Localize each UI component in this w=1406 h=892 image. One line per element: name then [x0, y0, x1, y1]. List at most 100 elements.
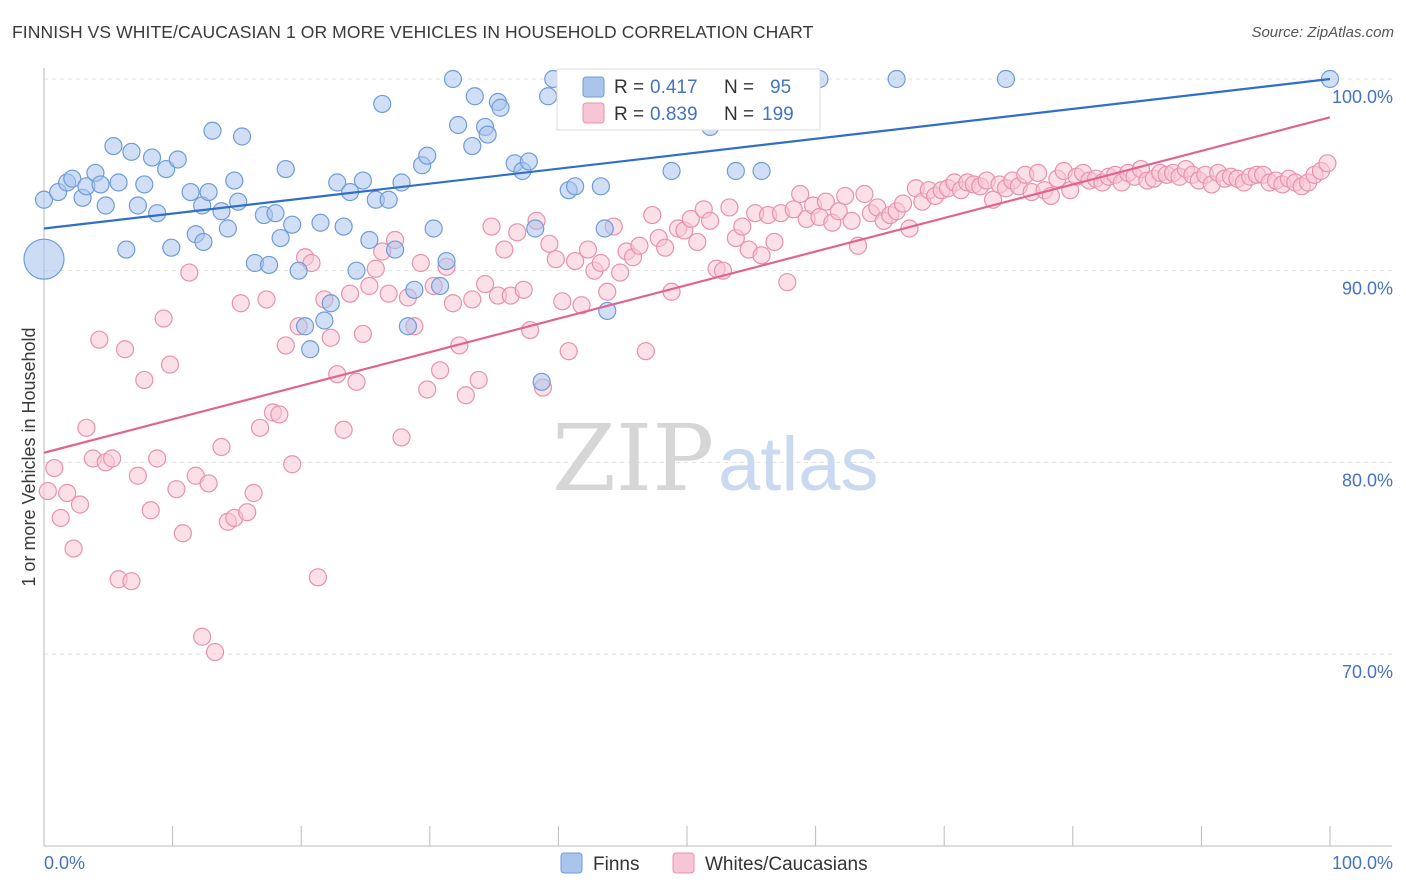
finns-point	[168, 150, 187, 169]
finns-point	[283, 215, 302, 234]
finns-point	[373, 94, 392, 114]
legend-top: R = 0.417 N = 95 R = 0.839 N = 199	[556, 68, 821, 131]
whites-point	[180, 263, 199, 282]
legend-finns-r-label: R =	[614, 77, 644, 98]
whites-point	[611, 263, 630, 282]
whites-point	[360, 276, 379, 296]
y-axis-label: 1 or more Vehicles in Household	[19, 327, 39, 586]
finns-point	[96, 196, 115, 215]
legend-finns-n-value: 95	[770, 77, 791, 98]
whites-point	[115, 340, 135, 359]
whites-point	[340, 284, 360, 303]
whites-point	[469, 370, 488, 390]
finns-point	[430, 276, 450, 296]
legend-finns-swatch	[582, 76, 605, 98]
finns-point	[418, 146, 437, 165]
finns-point	[259, 255, 279, 275]
whites-point	[829, 202, 848, 221]
finns-point	[360, 230, 379, 250]
finns-point	[405, 280, 424, 299]
watermark-atlas: atlas	[718, 422, 879, 507]
finns-point	[315, 311, 334, 330]
whites-point	[58, 483, 77, 503]
whites-point	[566, 251, 585, 271]
whites-point	[90, 330, 109, 349]
whites-point	[250, 418, 270, 437]
watermark-zip: ZIP	[552, 405, 714, 512]
finns-point	[295, 317, 315, 336]
whites-point	[411, 253, 430, 273]
finns-trend-line	[43, 77, 1331, 230]
finns-point	[311, 213, 330, 232]
finns-point	[63, 169, 82, 188]
whites-point	[456, 386, 475, 405]
whites-point	[765, 232, 784, 252]
whites-point	[681, 209, 700, 229]
finns-point	[232, 127, 252, 146]
legend-bottom-finns-swatch	[560, 852, 583, 874]
whites-point	[720, 198, 739, 217]
whites-point	[77, 418, 96, 437]
whites-point	[70, 495, 90, 514]
finns-point	[289, 261, 308, 280]
whites-point	[559, 342, 578, 361]
source-label: Source: ZipAtlas.com	[1251, 24, 1394, 41]
finns-point	[347, 261, 366, 280]
finns-point	[128, 196, 147, 215]
legend-finns-n-label: N =	[724, 77, 754, 98]
finns-point	[996, 69, 1016, 89]
whites-point	[167, 480, 186, 499]
whites-point	[656, 238, 675, 257]
legend-bottom-whites-label: Whites/Caucasians	[705, 854, 868, 875]
whites-point	[392, 428, 411, 447]
whites-point	[199, 474, 218, 493]
finns-point	[34, 190, 54, 209]
finns-point	[181, 182, 200, 202]
finns-point	[448, 115, 468, 135]
chart-title: FINNISH VS WHITE/CAUCASIAN 1 OR MORE VEH…	[12, 22, 814, 42]
whites-point	[495, 240, 514, 259]
finns-point	[334, 217, 353, 236]
whites-point	[276, 336, 295, 355]
x-tick-label-0: 0.0%	[44, 853, 85, 873]
finns-point	[465, 87, 484, 106]
finns-point	[203, 121, 222, 140]
finns-point	[104, 136, 123, 156]
whites-point	[334, 420, 353, 439]
whites-point	[475, 274, 495, 294]
whites-point	[598, 282, 617, 301]
whites-point	[784, 200, 803, 219]
whites-point	[701, 211, 720, 230]
legend-bottom-whites-swatch	[672, 852, 695, 874]
finns-point	[271, 228, 290, 248]
whites-point	[321, 328, 340, 347]
finns-point	[91, 175, 110, 194]
whites-point	[128, 466, 147, 485]
whites-point	[154, 309, 173, 328]
finns-point	[424, 219, 443, 238]
finns-point	[212, 202, 231, 221]
legend-bottom-finns-label: Finns	[593, 854, 639, 875]
finns-point	[142, 148, 162, 167]
finns-point	[266, 204, 285, 223]
finns-point-large	[23, 238, 65, 280]
finns-point	[887, 69, 906, 89]
whites-point	[752, 246, 771, 265]
whites-point	[733, 217, 752, 236]
whites-point	[308, 568, 328, 587]
whites-point	[64, 539, 83, 558]
finns-point	[276, 159, 295, 179]
whites-point	[636, 342, 655, 361]
finns-point	[752, 161, 771, 181]
finns-point	[726, 161, 745, 181]
legend-whites-swatch	[582, 102, 605, 124]
finns-point	[532, 372, 551, 391]
whites-point	[244, 483, 263, 503]
whites-point	[238, 503, 257, 522]
whites-point	[148, 449, 167, 468]
finns-point	[491, 98, 510, 117]
finns-point	[321, 294, 340, 313]
whites-point	[443, 294, 463, 313]
y-tick-label: 80.0%	[1342, 470, 1393, 490]
